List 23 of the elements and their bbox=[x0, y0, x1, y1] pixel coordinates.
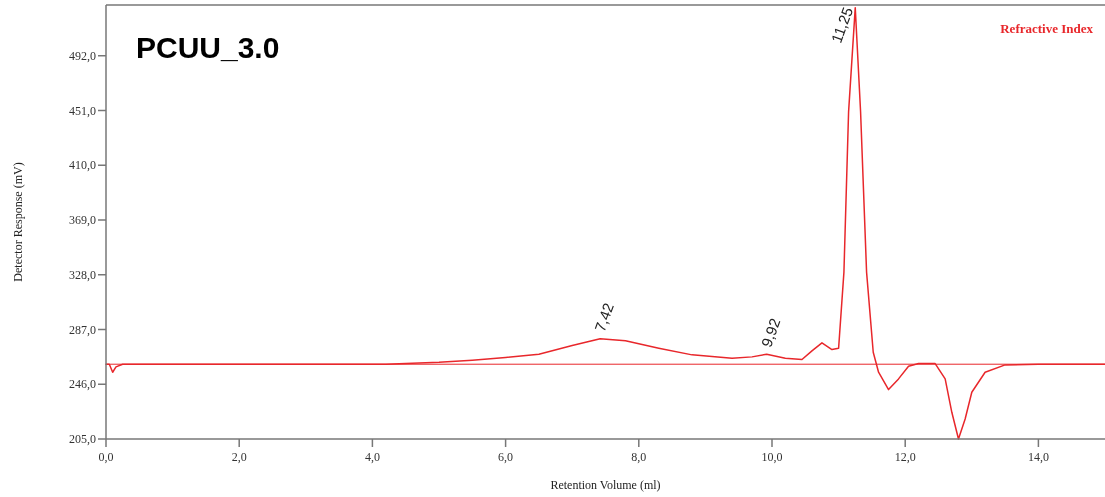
y-tick-label: 492,0 bbox=[69, 48, 96, 63]
x-tick-label: 0,0 bbox=[98, 450, 114, 464]
x-tick-label: 4,0 bbox=[364, 450, 380, 464]
annotation: 9,92 bbox=[757, 315, 784, 350]
y-axis-title: Detector Response (mV) bbox=[11, 162, 25, 282]
y-tick-label: 246,0 bbox=[69, 377, 96, 392]
y-tick-label: 287,0 bbox=[69, 322, 96, 337]
annotation: 11,25 bbox=[827, 4, 857, 45]
x-tick-label: 8,0 bbox=[631, 450, 647, 464]
text: PCUU_3.0 bbox=[136, 31, 280, 64]
x-tick-label: 12,0 bbox=[894, 450, 916, 464]
y-tick-label: 369,0 bbox=[69, 213, 96, 228]
y-tick-label: 451,0 bbox=[69, 103, 96, 118]
y-tick-label: 205,0 bbox=[69, 432, 96, 447]
x-tick-label: 2,0 bbox=[231, 450, 247, 464]
x-tick-label: 14,0 bbox=[1027, 450, 1049, 464]
x-tick-label: 10,0 bbox=[761, 450, 783, 464]
text: Refractive Index bbox=[1000, 21, 1094, 36]
x-tick-label: 6,0 bbox=[498, 450, 514, 464]
annotation: 7,42 bbox=[591, 300, 617, 334]
y-tick-label: 410,0 bbox=[69, 158, 96, 173]
x-axis-title: Retention Volume (ml) bbox=[550, 478, 661, 492]
y-tick-label: 328,0 bbox=[69, 267, 96, 282]
